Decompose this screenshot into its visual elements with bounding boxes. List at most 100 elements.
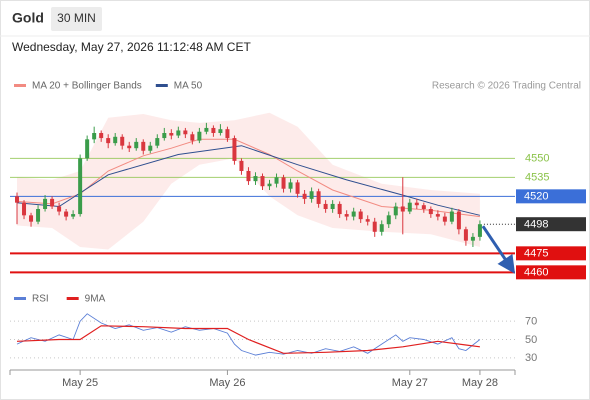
timestamp: Wednesday, May 27, 2026 11:12:48 AM CET (12, 40, 251, 54)
x-tick-label: May 28 (462, 377, 498, 389)
moving-average-line (16, 145, 481, 216)
candle-body (267, 183, 272, 187)
bollinger-band (17, 112, 480, 250)
candle-body (337, 203, 342, 215)
candle-body (197, 131, 202, 141)
candle-body (393, 206, 398, 216)
candle-body (407, 202, 412, 212)
legend-label: MA 50 (174, 81, 203, 92)
level-label: 4498 (524, 219, 548, 231)
candle-body (239, 160, 244, 171)
candle-body (344, 214, 349, 217)
interval-badge (51, 7, 102, 31)
candle-body (85, 139, 90, 159)
candle-body (106, 138, 111, 144)
level-label-box (516, 189, 586, 204)
candle-body (15, 196, 20, 203)
candle-body (470, 236, 475, 241)
candle-body (120, 136, 125, 146)
candle-body (36, 209, 41, 222)
candle-body (449, 211, 454, 222)
candle-body (218, 129, 223, 133)
candle-body (113, 136, 118, 144)
candle-body (274, 177, 279, 184)
x-tick-label: May 25 (62, 377, 98, 389)
candle-body (50, 198, 55, 207)
candle-body (477, 224, 482, 237)
legend-label: MA 20 + Bollinger Bands (32, 81, 142, 92)
candle-body (148, 145, 153, 151)
candle-body (421, 205, 426, 209)
level-label: 4520 (524, 191, 548, 203)
candle-body (281, 177, 286, 189)
candle-body (442, 216, 447, 222)
candle-body (71, 214, 76, 217)
candle-body (141, 141, 146, 151)
level-label: 4475 (524, 248, 548, 260)
candle-body (190, 134, 195, 141)
candle-body (57, 206, 62, 212)
forecast-arrow (481, 225, 516, 274)
level-label: 4535 (525, 172, 549, 184)
candle-body (295, 182, 300, 194)
candle-body (225, 129, 230, 139)
candle-body (134, 141, 139, 149)
candle-body (246, 171, 251, 182)
candle-body (92, 133, 97, 140)
x-tick-label: May 27 (392, 377, 428, 389)
candle-body (428, 209, 433, 215)
candle-body (232, 138, 237, 161)
candle-body (99, 133, 104, 139)
candle-body (323, 203, 328, 209)
candle-body (176, 130, 181, 136)
candle-body (386, 215, 391, 225)
legend-swatch (155, 84, 168, 87)
candle-body (309, 191, 314, 199)
indicator-line (16, 313, 481, 356)
interval-label[interactable]: 30 MIN (57, 11, 96, 25)
source-note: Research © 2026 Trading Central (432, 81, 581, 92)
candle-body (64, 211, 69, 217)
legend-swatch (66, 297, 79, 300)
candle-body (365, 219, 370, 222)
level-label-box (516, 246, 586, 261)
candle-body (169, 133, 174, 136)
candle-body (400, 206, 405, 212)
candle-body (435, 214, 440, 217)
candle-body (204, 127, 209, 132)
candle-body (288, 182, 293, 189)
candle-body (260, 176, 265, 187)
instrument-title: Gold (12, 10, 44, 26)
candle-body (379, 224, 384, 232)
candle-body (463, 229, 468, 241)
candle-body (183, 130, 188, 135)
candle-body (78, 158, 83, 215)
candle-body (29, 215, 34, 222)
candle-body (211, 127, 216, 133)
level-label: 4550 (525, 153, 549, 165)
y-tick-label: 30 (525, 352, 537, 364)
y-tick-label: 70 (525, 316, 537, 328)
y-tick-label: 50 (525, 334, 537, 346)
legend-label: RSI (32, 294, 49, 305)
x-tick-label: May 26 (209, 377, 245, 389)
legend-swatch (14, 84, 26, 87)
candle-body (155, 138, 160, 146)
candle-body (372, 221, 377, 232)
candle-body (162, 133, 167, 139)
legend-swatch (14, 297, 26, 300)
candle-body (351, 211, 356, 217)
candle-body (414, 202, 419, 206)
level-label-box (516, 265, 586, 280)
legend-label: 9MA (85, 294, 106, 305)
candle-body (316, 191, 321, 204)
candle-body (43, 198, 48, 209)
candle-body (358, 211, 363, 220)
candle-body (456, 211, 461, 230)
indicator-line (16, 325, 480, 354)
candle-body (127, 145, 132, 149)
candle-body (22, 202, 27, 216)
level-label-box (516, 217, 586, 232)
